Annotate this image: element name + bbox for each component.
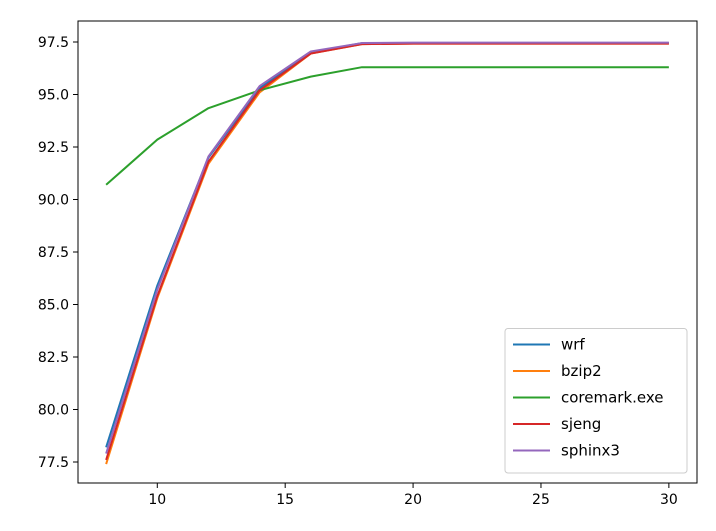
y-tick-label: 80.0: [38, 403, 69, 419]
y-tick-label: 77.5: [38, 455, 69, 471]
series-line-sjeng: [105, 42, 669, 461]
legend-box: [504, 328, 688, 474]
x-axis: 10 15 20 25 30: [148, 483, 678, 508]
legend-label: sphinx3: [561, 442, 620, 460]
x-tick-label: 25: [532, 492, 550, 508]
x-tick-label: 10: [148, 492, 166, 508]
legend-label: coremark.exe: [561, 389, 664, 407]
series-line-sphinx3: [105, 41, 669, 454]
series-line-coremark-exe: [105, 66, 669, 186]
y-tick-label: 85.0: [38, 298, 69, 314]
x-tick-label: 15: [276, 492, 294, 508]
plot-frame: [77, 20, 698, 484]
legend-label: sjeng: [561, 415, 601, 433]
y-tick-label: 82.5: [38, 350, 69, 366]
y-tick-label: 87.5: [38, 245, 69, 261]
y-axis: 77.5 80.0 82.5 85.0 87.5 90.0 92.5 95.0 97.5: [38, 35, 78, 471]
legend-label: bzip2: [561, 362, 602, 380]
y-tick-label: 92.5: [38, 140, 69, 156]
x-tick-label: 30: [660, 492, 678, 508]
y-tick-label: 90.0: [38, 193, 69, 209]
legend-label: wrf: [561, 336, 585, 354]
legend: wrf bzip2 coremark.exe sjeng sphinx3: [504, 328, 688, 474]
x-tick-label: 20: [404, 492, 422, 508]
plot-lines: [105, 41, 669, 465]
y-tick-label: 95.0: [38, 88, 69, 104]
y-tick-label: 97.5: [38, 35, 69, 51]
